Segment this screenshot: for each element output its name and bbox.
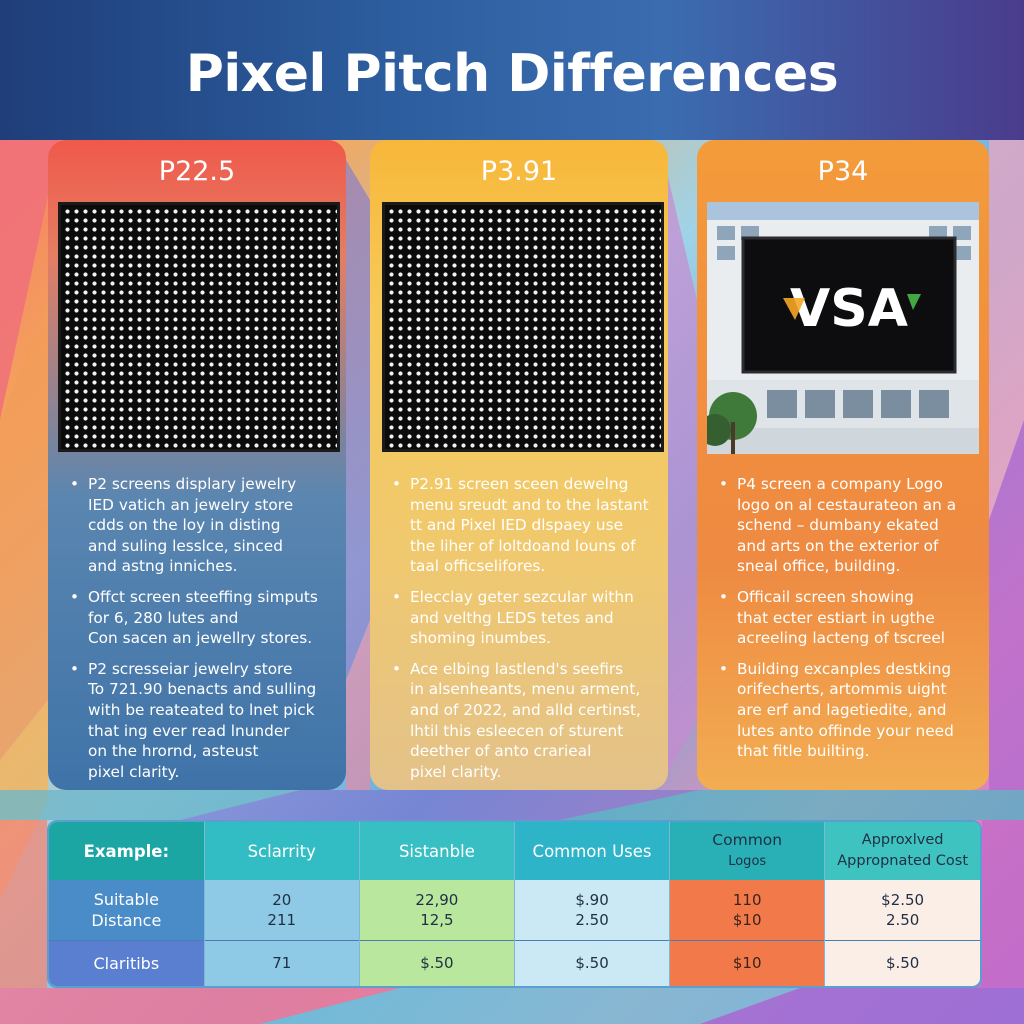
card-bullet-list: • P2.91 screen sceen dewelng menu sreudt… [388, 474, 658, 790]
table-row-label: Suitable Distance [49, 880, 205, 940]
bullet-text: and arts on the exterior of [737, 536, 939, 555]
card-title: P34 [817, 156, 869, 187]
card-title: P22.5 [158, 156, 236, 187]
comparison-table-grid: Example: Sclarrity Sistanble Common Uses… [49, 822, 980, 986]
bullet-text: Con sacen an jewellry stores. [88, 629, 313, 648]
bullet-text: schend – dumbany ekated [737, 516, 939, 535]
bullet-item: • P2.91 screen sceen dewelng menu sreudt… [388, 474, 658, 577]
bullet-text: P2 screens displary jewelry [88, 475, 297, 493]
bullet-text: shoming inumbes. [410, 629, 551, 648]
card-p3-91: P3.91 • P2.91 screen sceen dewelng menu … [370, 140, 668, 790]
bullet-dot-icon: • [70, 659, 80, 678]
card-bullet-list: • P4 screen a company Logo logo on al ce… [715, 474, 979, 772]
bullet-text: P2 scresseiar jewelry store [88, 659, 293, 678]
bullet-text: sneal office, building. [737, 557, 901, 576]
bullet-text: lhtil this esleecen of sturent [410, 721, 624, 740]
table-cell: $.50 [824, 940, 980, 986]
table-cell: 110 $10 [669, 880, 826, 940]
bullet-text: that ing ever read lnunder [88, 721, 290, 740]
table-cell: 71 [204, 940, 360, 986]
bullet-text: deether of anto crarieal [410, 742, 592, 761]
table-row-label: Claritibs [49, 940, 205, 986]
bullet-text: with be reateated to lnet pick [88, 700, 315, 719]
bullet-text: orifecherts, artommis uight [737, 680, 947, 699]
bullet-item: • Building excanples destking orifechert… [715, 659, 979, 762]
table-cell: $.50 [359, 940, 515, 986]
bullet-text: and suling lesslce, sinced [88, 536, 283, 555]
table-header-cell: Sistanble [359, 822, 515, 880]
bullet-item: • P2 screens displary jewelry IED vatich… [66, 474, 336, 577]
bullet-text: Elecclay geter sezcular withn [410, 587, 634, 606]
building-billboard-photo: VSA [707, 202, 979, 454]
led-dot-panel-image [382, 202, 664, 452]
table-header-cell: Approxlved Appropnated Cost [824, 822, 980, 880]
bullet-text: Offct screen steeffing simputs [88, 587, 318, 606]
bullet-text: on the hrornd, asteust [88, 742, 259, 761]
bullet-item: • Ace elbing lastlend's seefirs in alsen… [388, 659, 658, 783]
bullet-text: pixel clarity. [88, 762, 180, 781]
bullet-text: the liher of loltdoand louns of [410, 536, 636, 555]
table-row: Suitable Distance 20 211 22,90 12,5 $.90 2.5… [49, 880, 980, 940]
bullet-text: and astng inniches. [88, 557, 238, 576]
bullet-item: • P4 screen a company Logo logo on al ce… [715, 474, 979, 577]
table-cell: $10 [669, 940, 826, 986]
billboard-logo-text: VSA [790, 279, 908, 339]
comparison-table: Example: Sclarrity Sistanble Common Uses… [47, 820, 982, 988]
bullet-text: menu sreudt and to the lastant [410, 495, 649, 514]
bullet-dot-icon: • [719, 475, 729, 493]
bullet-item: • Officail screen showing that ecter est… [715, 587, 979, 649]
bullet-text: in alsenheants, menu arment, [410, 680, 641, 699]
table-header-cell: Common Uses [514, 822, 671, 880]
bullet-text: IED vatich an jewelry store [88, 495, 294, 514]
bullet-text: pixel clarity. [410, 762, 502, 781]
card-bullet-list: • P2 screens displary jewelry IED vatich… [66, 474, 336, 790]
bullet-text: taal officselifores. [410, 557, 546, 576]
bullet-text: Building excanples destking [737, 659, 952, 678]
bullet-text: tt and Pixel IED dlspaey use [410, 516, 623, 535]
bullet-text: P2.91 screen sceen dewelng [410, 475, 629, 493]
bullet-dot-icon: • [70, 475, 80, 493]
bullet-text: acreeling lacteng of tscreel [737, 629, 946, 648]
bullet-text: are erf and lagetiedite, and [737, 700, 947, 719]
bullet-text: that ecter estiart in ugthe [737, 608, 935, 627]
bullet-dot-icon: • [719, 587, 729, 606]
bullet-dot-icon: • [392, 659, 402, 678]
table-row: Claritibs 71 $.50 $.50 $10 $.50 [49, 940, 980, 986]
card-p22-5: P22.5 • P2 screens displary jewelry IED … [48, 140, 346, 790]
page-title: Pixel Pitch Differences [185, 44, 839, 104]
bullet-text: for 6, 280 lutes and [88, 608, 239, 627]
table-header-cell: Common Logos [669, 822, 826, 880]
bullet-dot-icon: • [392, 587, 402, 606]
table-cell: 22,90 12,5 [359, 880, 515, 940]
table-cell: $2.50 2.50 [824, 880, 980, 940]
bullet-text: and of 2022, and alld certinst, [410, 700, 641, 719]
bullet-item: • Elecclay geter sezcular withn and velt… [388, 587, 658, 649]
table-cell: 20 211 [204, 880, 360, 940]
bullet-dot-icon: • [70, 587, 80, 606]
card-title: P3.91 [480, 156, 558, 187]
bullet-text: and velthg LEDS tetes and [410, 608, 614, 627]
card-p34: P34 VSA • P4 screen a company Logo logo … [697, 140, 989, 790]
bullet-dot-icon: • [392, 475, 402, 493]
bullet-dot-icon: • [719, 659, 729, 678]
bullet-text: Ace elbing lastlend's seefirs [410, 659, 624, 678]
table-header-row: Example: Sclarrity Sistanble Common Uses… [49, 822, 980, 880]
table-cell: $.50 [514, 940, 671, 986]
table-cell: $.90 2.50 [514, 880, 671, 940]
bullet-item: • Offct screen steeffing simputs for 6, … [66, 587, 336, 649]
bullet-text: that fitle builting. [737, 742, 870, 761]
bullet-text: logo on al cestaurateon an a [737, 495, 957, 514]
table-header-cell: Sclarrity [204, 822, 360, 880]
bullet-text: P4 screen a company Logo [737, 475, 943, 493]
table-header-cell: Example: [49, 822, 205, 880]
led-dot-panel-image [58, 202, 340, 452]
bullet-text: cdds on the loy in disting [88, 516, 281, 535]
header-band [0, 0, 1024, 140]
bullet-item: • P2 scresseiar jewelry store To 721.90 … [66, 659, 336, 783]
bullet-text: Officail screen showing [737, 587, 914, 606]
bullet-text: To 721.90 benacts and sulling [88, 680, 317, 699]
bullet-text: lutes anto offinde your need [737, 721, 954, 740]
